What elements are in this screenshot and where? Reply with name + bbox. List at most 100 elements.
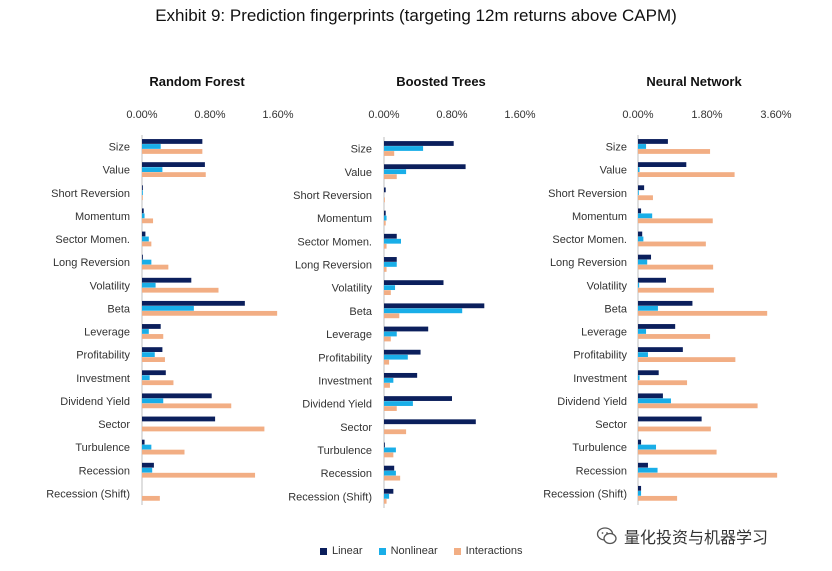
panel-title-neural-network: Neural Network xyxy=(646,74,742,89)
bar-neural-network-recession-shift-interactions xyxy=(638,495,678,501)
bar-random-forest-beta-linear xyxy=(142,300,245,306)
category-label-random-forest-short-reversion: Short Reversion xyxy=(51,188,130,200)
bar-random-forest-investment-interactions xyxy=(142,380,174,386)
bar-boosted-trees-recession-nonlinear xyxy=(384,470,396,476)
bar-neural-network-volatility-linear xyxy=(638,277,666,283)
bar-boosted-trees-sector-linear xyxy=(384,419,476,425)
bar-random-forest-sector-momen-interactions xyxy=(142,241,152,247)
legend-label-nonlinear: Nonlinear xyxy=(390,545,438,557)
bar-random-forest-volatility-interactions xyxy=(142,287,219,293)
bar-boosted-trees-short-reversion-linear xyxy=(384,187,386,193)
category-label-random-forest-beta: Beta xyxy=(107,303,131,315)
bar-neural-network-investment-interactions xyxy=(638,380,688,386)
bar-neural-network-short-reversion-nonlinear xyxy=(638,190,639,196)
tick-label-neural-network-1: 1.80% xyxy=(691,109,722,121)
bar-neural-network-profitability-interactions xyxy=(638,357,736,362)
bar-neural-network-long-reversion-interactions xyxy=(638,264,714,270)
bar-neural-network-turbulence-interactions xyxy=(638,449,717,455)
bar-boosted-trees-size-interactions xyxy=(384,151,395,156)
legend-swatch-linear xyxy=(320,547,327,555)
legend: Linear Nonlinear Interactions xyxy=(320,545,523,557)
bar-random-forest-investment-nonlinear xyxy=(142,375,150,381)
bar-random-forest-long-reversion-interactions xyxy=(142,264,169,270)
category-label-neural-network-dividend-yield: Dividend Yield xyxy=(557,396,627,408)
panel-title-boosted-trees: Boosted Trees xyxy=(396,74,486,89)
category-label-neural-network-recession: Recession xyxy=(576,465,627,477)
bar-neural-network-momentum-linear xyxy=(638,208,642,214)
bar-neural-network-size-linear xyxy=(638,139,668,144)
bar-neural-network-leverage-interactions xyxy=(638,334,711,339)
category-label-boosted-trees-momentum: Momentum xyxy=(317,213,372,225)
category-label-boosted-trees-sector: Sector xyxy=(340,422,372,434)
bar-neural-network-recession-nonlinear xyxy=(638,467,658,473)
category-label-neural-network-beta: Beta xyxy=(604,303,628,315)
bar-boosted-trees-investment-interactions xyxy=(384,382,390,388)
bar-neural-network-short-reversion-linear xyxy=(638,185,645,191)
category-label-neural-network-recession-shift: Recession (Shift) xyxy=(543,488,627,500)
bar-neural-network-recession-interactions xyxy=(638,472,778,478)
bar-boosted-trees-volatility-interactions xyxy=(384,290,391,296)
legend-swatch-interactions xyxy=(453,547,461,555)
bar-neural-network-turbulence-linear xyxy=(638,439,642,445)
bar-neural-network-leverage-linear xyxy=(638,324,676,329)
bar-boosted-trees-recession-shift-interactions xyxy=(384,498,387,504)
bar-random-forest-volatility-linear xyxy=(142,277,192,283)
bar-random-forest-size-interactions xyxy=(142,149,203,154)
category-label-neural-network-sector: Sector xyxy=(595,419,627,431)
bar-random-forest-beta-nonlinear xyxy=(142,305,194,311)
category-label-neural-network-turbulence: Turbulence xyxy=(572,442,627,454)
tick-label-boosted-trees-2: 1.60% xyxy=(504,109,535,121)
bar-neural-network-dividend-yield-linear xyxy=(638,393,663,399)
category-label-boosted-trees-sector-momen: Sector Momen. xyxy=(297,236,372,248)
bar-neural-network-profitability-nonlinear xyxy=(638,352,648,357)
bar-neural-network-leverage-nonlinear xyxy=(638,329,647,334)
bar-neural-network-beta-interactions xyxy=(638,310,768,316)
bar-random-forest-investment-linear xyxy=(142,370,166,376)
category-label-neural-network-leverage: Leverage xyxy=(581,327,627,339)
bar-neural-network-beta-linear xyxy=(638,300,693,306)
bar-boosted-trees-profitability-linear xyxy=(384,349,421,355)
bar-neural-network-investment-linear xyxy=(638,370,659,376)
category-label-boosted-trees-investment: Investment xyxy=(318,375,372,387)
bar-random-forest-short-reversion-interactions xyxy=(142,195,143,201)
bar-boosted-trees-value-linear xyxy=(384,164,466,170)
category-label-boosted-trees-profitability: Profitability xyxy=(318,352,372,364)
bar-neural-network-dividend-yield-interactions xyxy=(638,403,758,409)
legend-label-interactions: Interactions xyxy=(465,545,523,557)
category-label-random-forest-turbulence: Turbulence xyxy=(75,442,130,454)
bar-random-forest-volatility-nonlinear xyxy=(142,282,156,288)
bar-boosted-trees-sector-interactions xyxy=(384,429,407,435)
bar-boosted-trees-beta-linear xyxy=(384,303,485,309)
category-label-boosted-trees-short-reversion: Short Reversion xyxy=(293,190,372,202)
bar-random-forest-profitability-linear xyxy=(142,347,163,352)
bar-boosted-trees-volatility-linear xyxy=(384,280,444,286)
category-label-boosted-trees-volatility: Volatility xyxy=(332,283,373,295)
bar-neural-network-volatility-nonlinear xyxy=(638,282,640,288)
bar-neural-network-size-interactions xyxy=(638,149,711,154)
bar-boosted-trees-long-reversion-linear xyxy=(384,257,397,262)
bar-boosted-trees-short-reversion-interactions xyxy=(384,197,385,203)
tick-label-random-forest-2: 1.60% xyxy=(262,109,293,121)
bar-neural-network-sector-momen-linear xyxy=(638,231,643,237)
category-label-boosted-trees-size: Size xyxy=(351,144,372,156)
category-label-random-forest-sector: Sector xyxy=(98,419,130,431)
bar-random-forest-recession-interactions xyxy=(142,472,256,478)
bar-boosted-trees-sector-momen-interactions xyxy=(384,243,387,249)
category-label-random-forest-recession-shift: Recession (Shift) xyxy=(46,488,130,500)
category-label-random-forest-recession: Recession xyxy=(79,465,130,477)
bar-boosted-trees-turbulence-linear xyxy=(384,442,385,448)
bar-boosted-trees-value-nonlinear xyxy=(384,169,407,175)
bar-boosted-trees-long-reversion-interactions xyxy=(384,267,387,272)
bar-boosted-trees-recession-shift-linear xyxy=(384,488,394,494)
category-label-boosted-trees-value: Value xyxy=(345,167,372,179)
legend-swatch-nonlinear xyxy=(378,547,386,555)
bar-neural-network-long-reversion-linear xyxy=(638,254,652,260)
tick-label-neural-network-2: 3.60% xyxy=(760,109,791,121)
bar-random-forest-leverage-interactions xyxy=(142,334,164,339)
category-label-boosted-trees-leverage: Leverage xyxy=(326,329,372,341)
bar-random-forest-leverage-nonlinear xyxy=(142,329,149,334)
bar-random-forest-value-nonlinear xyxy=(142,167,163,172)
category-label-boosted-trees-dividend-yield: Dividend Yield xyxy=(302,399,372,411)
bar-neural-network-momentum-nonlinear xyxy=(638,213,653,219)
